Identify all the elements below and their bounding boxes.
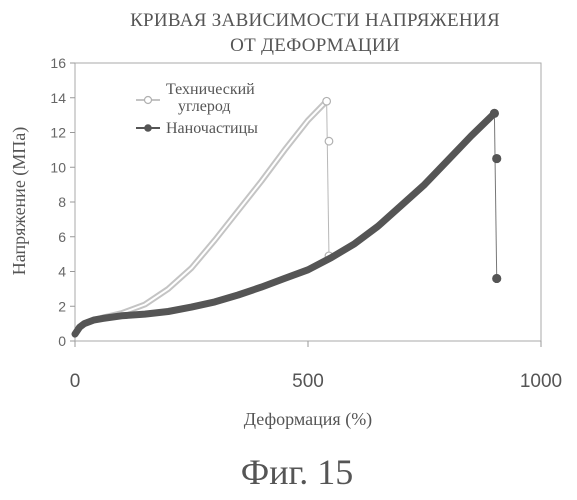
- legend: Технический углерод Наночастицы: [136, 81, 258, 137]
- x-axis-ticks: 0 500 1000: [70, 341, 562, 392]
- y-tick-label: 8: [58, 194, 66, 210]
- legend-item-nanoparticles: Наночастицы: [136, 120, 258, 137]
- x-tick-label: 500: [292, 371, 324, 392]
- y-tick-label: 14: [50, 90, 66, 106]
- break-line-nanoparticles: [494, 113, 496, 278]
- legend-label-nanoparticles: Наночастицы: [166, 120, 258, 137]
- x-axis-label: Деформация (%): [244, 409, 372, 430]
- y-axis-label: Напряжение (МПа): [9, 127, 30, 276]
- y-tick-label: 10: [50, 159, 66, 175]
- chart-title-line-2: ОТ ДЕФОРМАЦИИ: [230, 35, 400, 56]
- legend-item-carbon-black: Технический углерод: [136, 81, 255, 115]
- y-tick-label: 6: [58, 229, 66, 245]
- data-point-carbon-black: [323, 97, 331, 105]
- legend-marker-carbon-black: [145, 97, 152, 104]
- legend-label-carbon-black-line-1: Технический: [166, 81, 255, 98]
- y-tick-label: 0: [58, 333, 66, 349]
- figure-caption: Фиг. 15: [241, 452, 353, 492]
- x-tick-label: 0: [70, 371, 81, 392]
- break-line-carbon-black: [327, 101, 329, 256]
- x-tick-label: 1000: [520, 371, 562, 392]
- y-tick-label: 2: [58, 298, 66, 314]
- break-point-carbon-black: [325, 137, 333, 145]
- y-axis-ticks: 0 2 4 6 8 10 12 14 16: [50, 55, 75, 349]
- plot-frame: [75, 63, 541, 341]
- legend-label-carbon-black-line-2: углерод: [178, 98, 231, 115]
- legend-marker-nanoparticles: [144, 124, 152, 132]
- data-point-nanoparticles: [490, 109, 498, 117]
- break-point-nanoparticles: [493, 155, 501, 163]
- y-tick-label: 16: [50, 55, 66, 71]
- y-tick-label: 12: [50, 125, 66, 141]
- y-tick-label: 4: [58, 264, 66, 280]
- chart-title-line-1: КРИВАЯ ЗАВИСИМОСТИ НАПРЯЖЕНИЯ: [130, 10, 500, 31]
- break-point-nanoparticles: [493, 274, 501, 282]
